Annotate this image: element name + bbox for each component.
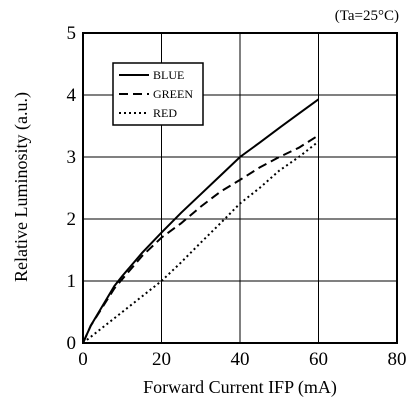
series-line-red (82, 140, 320, 344)
x-tick-label: 60 (309, 349, 328, 370)
y-tick-label: 2 (67, 209, 77, 230)
plot-frame (82, 32, 398, 344)
x-tick-label: 80 (388, 349, 407, 370)
legend-label-red: RED (153, 106, 177, 120)
y-tick-label: 3 (67, 147, 77, 168)
x-tick-label: 0 (78, 349, 88, 370)
y-tick-label: 5 (67, 23, 77, 44)
x-tick-label: 20 (152, 349, 171, 370)
legend: BLUE GREEN RED (112, 62, 204, 126)
series-line-green (82, 134, 320, 344)
tick-labels: 0 20 40 60 80 0 1 2 3 4 5 (67, 23, 407, 370)
y-tick-label: 0 (67, 333, 77, 354)
legend-label-blue: BLUE (153, 68, 184, 82)
x-tick-label: 40 (231, 349, 250, 370)
series-layer (82, 98, 320, 344)
y-axis-title: Relative Luminosity (a.u.) (11, 92, 32, 282)
y-tick-label: 1 (67, 271, 77, 292)
y-tick-label: 4 (67, 85, 77, 106)
x-axis-title: Forward Current IFP (mA) (143, 377, 337, 398)
condition-label: (Ta=25°C) (335, 8, 399, 24)
legend-label-green: GREEN (153, 87, 193, 101)
